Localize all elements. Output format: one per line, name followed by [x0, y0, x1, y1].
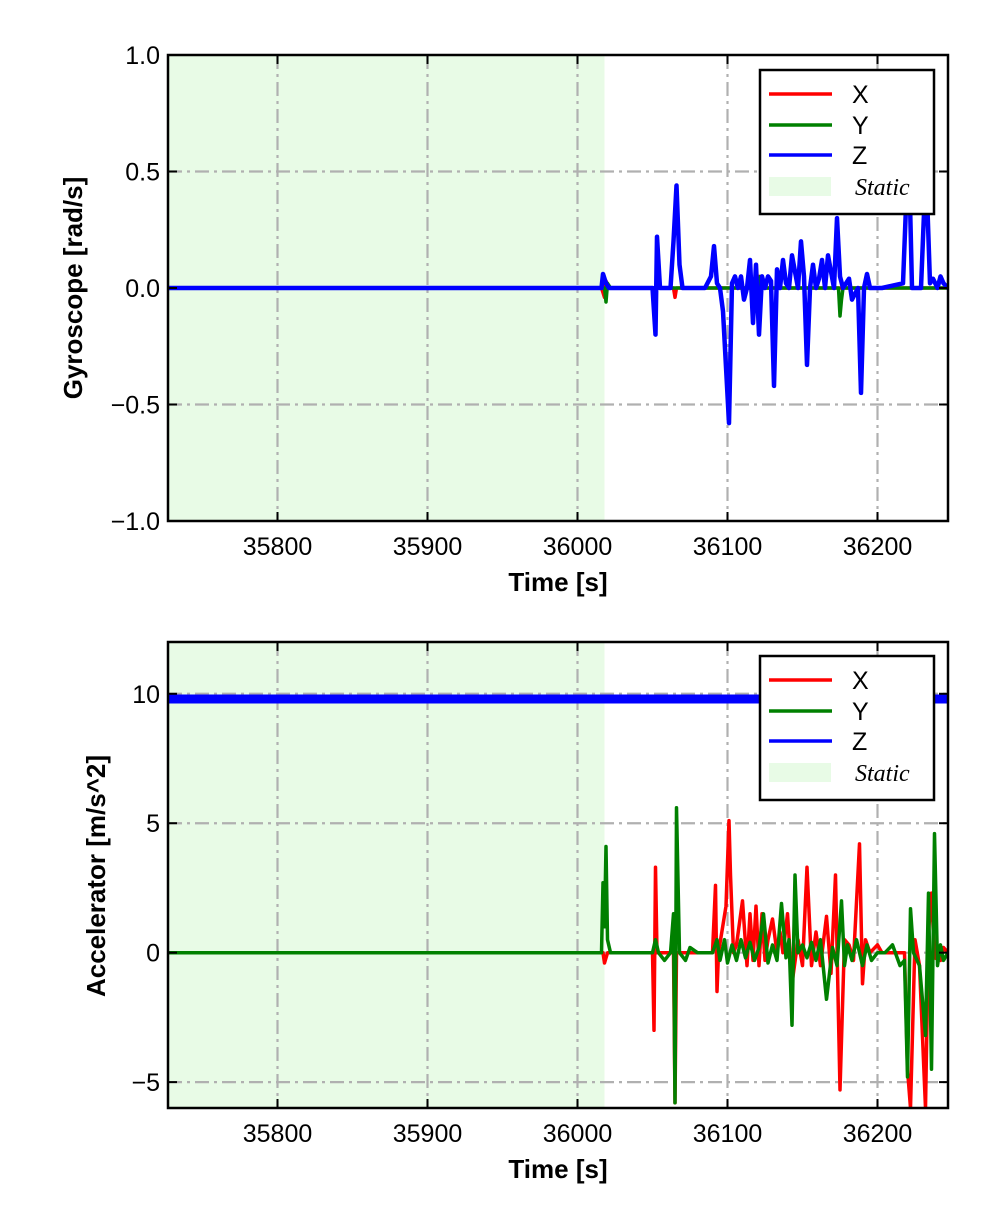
legend: X Y Z Static [758, 68, 936, 216]
tick-labels: 35800 35900 36000 36100 36200 −1.0 −0.5 0.0 0.5 1… [111, 42, 913, 561]
y-tick-label: 1.0 [125, 42, 160, 70]
legend-label-static: Static [855, 761, 910, 787]
legend-patch-static [769, 763, 831, 782]
x-tick-label: 35900 [393, 1120, 463, 1148]
y-tick-label: 0 [146, 940, 160, 968]
series-line-z [168, 157, 948, 426]
tick-marks [168, 642, 948, 1108]
x-tick-label: 35800 [243, 1120, 313, 1148]
y-tick-label: 0.0 [125, 275, 160, 303]
legend-label-z: Z [852, 142, 867, 170]
axes-frame [166, 640, 950, 1110]
y-axis-label: Accelerator [m/s^2] [81, 755, 111, 997]
x-axis-label: Time [s] [508, 1154, 607, 1184]
series-line-y [168, 805, 948, 1105]
x-tick-label: 35800 [243, 533, 313, 561]
y-axis-label: Gyroscope [rad/s] [58, 177, 88, 400]
x-tick-label: 36200 [843, 1120, 913, 1148]
x-tick-label: 36200 [843, 533, 913, 561]
legend-label-y: Y [852, 698, 869, 726]
y-tick-label: −0.5 [111, 392, 160, 420]
x-tick-label: 36100 [693, 533, 763, 561]
legend-patch-static [769, 177, 831, 196]
y-tick-label: 5 [146, 810, 160, 838]
plot-area [168, 55, 948, 521]
x-tick-label: 36100 [693, 1120, 763, 1148]
x-tick-label: 36000 [543, 1120, 613, 1148]
y-tick-label: −5 [131, 1069, 160, 1097]
x-tick-label: 36000 [543, 533, 613, 561]
series-group [168, 157, 948, 426]
y-tick-label: 0.5 [125, 159, 160, 187]
legend: X Y Z Static [758, 654, 936, 802]
tick-labels: 35800 35900 36000 36100 36200 −5 0 5 10 [131, 681, 912, 1148]
y-tick-label: 10 [132, 681, 160, 709]
plot-area [168, 642, 948, 1108]
gyroscope-chart: 35800 35900 36000 36100 36200 −1.0 −0.5 0.0 0.5 1… [58, 42, 950, 597]
legend-label-static: Static [855, 175, 910, 201]
accelerator-chart: 35800 35900 36000 36100 36200 −5 0 5 10 Time [s]… [81, 640, 950, 1184]
legend-label-x: X [852, 667, 869, 695]
legend-label-y: Y [852, 112, 869, 140]
static-region [168, 642, 605, 1108]
legend-label-z: Z [852, 728, 867, 756]
y-tick-label: −1.0 [111, 508, 160, 536]
x-tick-label: 35900 [393, 533, 463, 561]
axes-frame [166, 53, 950, 523]
x-axis-label: Time [s] [508, 567, 607, 597]
legend-label-x: X [852, 81, 869, 109]
